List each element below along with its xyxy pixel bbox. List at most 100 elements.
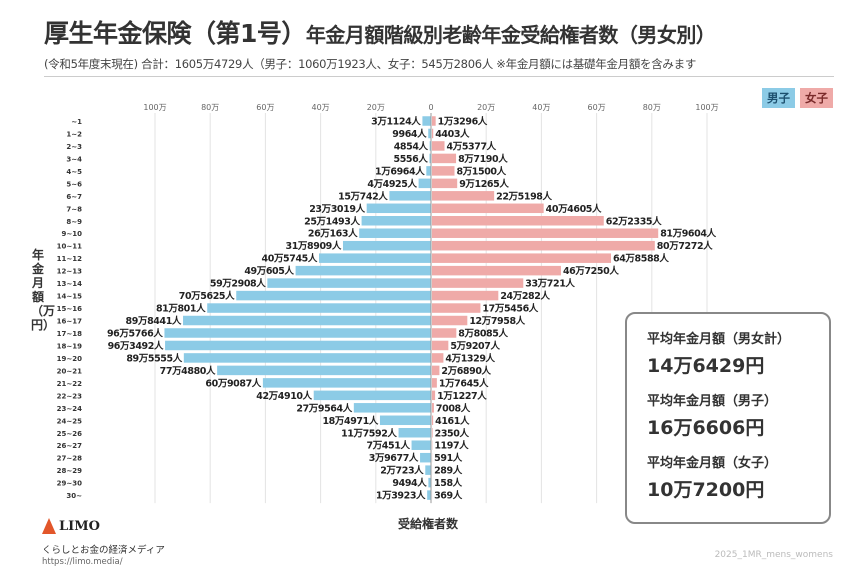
bar-male bbox=[267, 278, 431, 288]
avg-all-label: 平均年金月額（男女計） bbox=[647, 332, 791, 347]
category-label: 30~ bbox=[66, 492, 82, 500]
x-tick-label: 40万 bbox=[532, 103, 550, 112]
category-label: 27~28 bbox=[57, 455, 82, 463]
x-tick-label: 60万 bbox=[588, 103, 606, 112]
category-label: 29~30 bbox=[57, 480, 82, 488]
data-label-male: 77万4880人 bbox=[160, 365, 216, 377]
bar-female bbox=[432, 428, 433, 438]
bar-male bbox=[295, 265, 431, 276]
chart-subtitle: (令和5年度末現在) 合計：1605万4729人（男子：1060万1923人、女… bbox=[44, 57, 697, 71]
data-label-female: 8万7190人 bbox=[458, 153, 508, 165]
data-label-female: 62万2335人 bbox=[606, 215, 662, 227]
logo-mark-icon bbox=[42, 518, 56, 534]
category-label: 15~16 bbox=[57, 305, 82, 313]
bar-male bbox=[422, 116, 431, 126]
bar-male bbox=[313, 390, 431, 401]
data-label-male: 9494人 bbox=[392, 477, 427, 489]
data-label-male: 49万605人 bbox=[244, 265, 294, 277]
category-label: 28~29 bbox=[57, 467, 82, 475]
bar-male bbox=[389, 191, 431, 201]
category-label: 2~3 bbox=[66, 143, 82, 151]
limo-logo[interactable]: LIMO bbox=[42, 518, 100, 534]
data-label-female: 22万5198人 bbox=[496, 190, 552, 202]
legend: 男子 女子 bbox=[762, 88, 833, 108]
bar-female bbox=[432, 178, 458, 189]
avg-all-value: 14万6429円 bbox=[647, 355, 765, 377]
bar-female bbox=[432, 365, 440, 376]
bar-male bbox=[379, 415, 431, 426]
category-label: 14~15 bbox=[57, 293, 82, 301]
x-axis-label: 受給権者数 bbox=[398, 517, 459, 531]
data-label-male: 11万7592人 bbox=[341, 427, 397, 439]
bar-female bbox=[432, 403, 434, 413]
bar-male bbox=[361, 216, 431, 226]
data-label-female: 1万3296人 bbox=[438, 116, 488, 128]
bar-male bbox=[183, 315, 431, 326]
bar-male bbox=[165, 340, 431, 351]
bar-male bbox=[428, 128, 431, 139]
x-tick-label: 40万 bbox=[312, 103, 330, 112]
data-label-female: 369人 bbox=[434, 490, 463, 502]
image-code: 2025_1MR_mens_womens bbox=[714, 550, 833, 560]
bar-female bbox=[432, 340, 449, 351]
bar-female bbox=[432, 191, 495, 201]
category-label: 4~5 bbox=[66, 168, 82, 176]
bar-male bbox=[217, 365, 431, 376]
category-label: 23~24 bbox=[57, 405, 82, 413]
data-label-male: 60万9087人 bbox=[205, 377, 261, 389]
x-tick-label: 20万 bbox=[477, 103, 495, 112]
bar-female bbox=[432, 278, 524, 288]
data-label-male: 59万2908人 bbox=[210, 278, 266, 290]
data-label-male: 1万6964人 bbox=[375, 165, 425, 177]
bar-male bbox=[183, 353, 431, 363]
bar-male bbox=[420, 452, 431, 463]
data-label-female: 2万6890人 bbox=[441, 365, 491, 377]
category-label: 10~11 bbox=[57, 243, 82, 251]
x-tick-label: 100万 bbox=[143, 103, 166, 112]
bar-male bbox=[353, 403, 431, 413]
category-label: 19~20 bbox=[57, 355, 82, 363]
data-label-female: 80万7272人 bbox=[657, 240, 713, 252]
bar-female bbox=[432, 328, 457, 338]
source-url[interactable]: https://limo.media/ bbox=[42, 557, 123, 567]
data-label-male: 89万8441人 bbox=[126, 315, 182, 327]
data-label-male: 3万1124人 bbox=[371, 116, 421, 128]
category-label: 11~12 bbox=[57, 255, 82, 263]
data-label-female: 1万7645人 bbox=[439, 377, 489, 389]
bar-female bbox=[432, 378, 437, 388]
bar-male bbox=[429, 153, 431, 164]
bar-female bbox=[432, 153, 457, 164]
data-label-male: 5556人 bbox=[394, 153, 429, 165]
category-label: 3~4 bbox=[66, 155, 82, 163]
data-label-male: 31万8909人 bbox=[286, 240, 342, 252]
data-label-male: 81万801人 bbox=[156, 303, 206, 315]
data-label-male: 96万3492人 bbox=[108, 340, 164, 352]
data-label-female: 8万1500人 bbox=[456, 165, 506, 177]
data-label-female: 4万5377人 bbox=[447, 140, 497, 152]
bar-male bbox=[429, 141, 431, 151]
category-label: 8~9 bbox=[66, 218, 82, 226]
category-label: 6~7 bbox=[66, 193, 82, 201]
data-label-female: 33万721人 bbox=[525, 278, 575, 290]
category-label: 5~6 bbox=[66, 180, 82, 188]
data-label-female: 40万4605人 bbox=[546, 203, 602, 215]
x-tick-label: 60万 bbox=[256, 103, 274, 112]
x-tick-label: 100万 bbox=[695, 103, 718, 112]
data-label-female: 591人 bbox=[434, 452, 463, 464]
title-rest: 年金月額階級別老齢年金受給権者数（男女別） bbox=[305, 23, 716, 47]
data-label-female: 12万7958人 bbox=[469, 315, 525, 327]
bar-female bbox=[432, 228, 659, 238]
category-label: 20~21 bbox=[57, 367, 82, 375]
data-label-female: 9万1265人 bbox=[459, 178, 509, 190]
data-label-female: 17万5456人 bbox=[482, 303, 538, 315]
bar-female bbox=[432, 303, 481, 313]
data-label-male: 70万5625人 bbox=[179, 290, 235, 302]
data-label-male: 9964人 bbox=[392, 128, 427, 140]
bar-female bbox=[432, 315, 468, 326]
data-label-female: 64万8588人 bbox=[613, 253, 669, 265]
data-label-female: 2350人 bbox=[435, 427, 470, 439]
bar-male bbox=[427, 490, 431, 500]
category-label: 26~27 bbox=[57, 442, 82, 450]
bar-female bbox=[432, 253, 612, 263]
